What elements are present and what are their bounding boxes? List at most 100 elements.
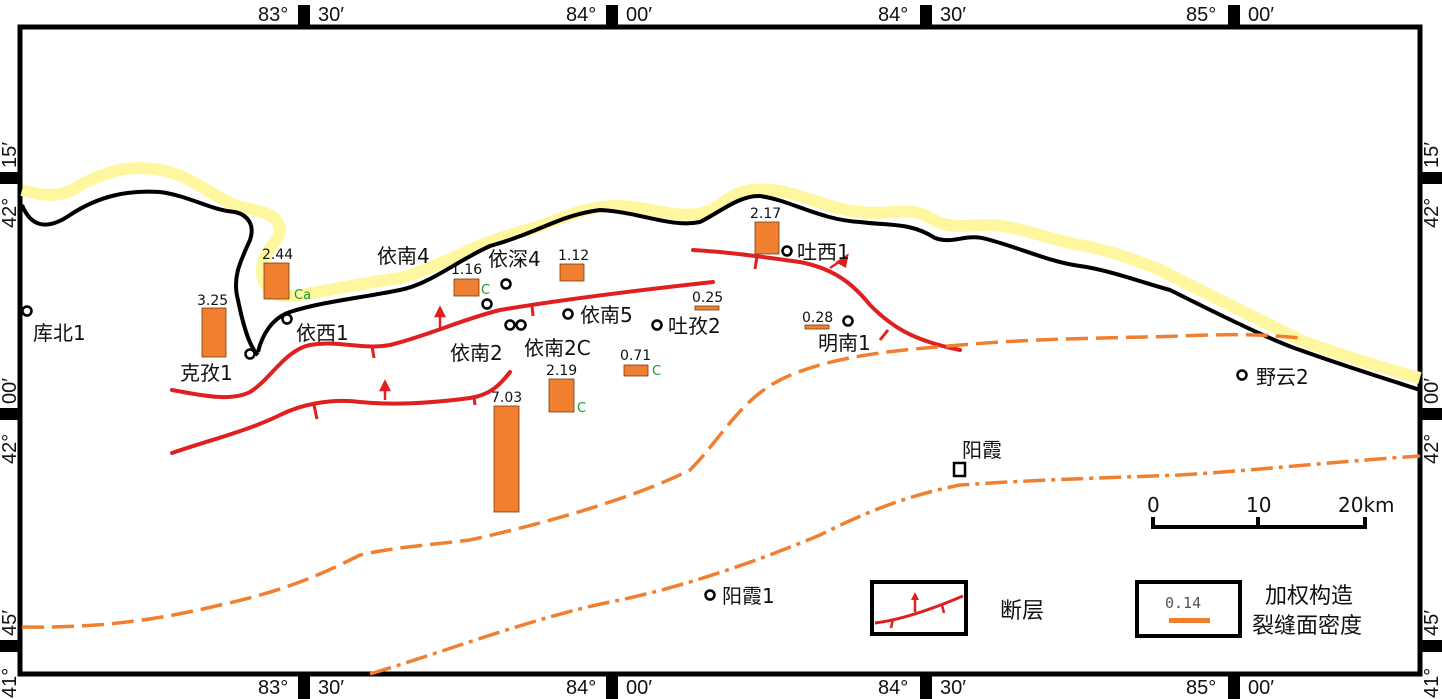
bottom-tick-min: 00′ xyxy=(626,677,652,699)
right-tick-deg: 42° xyxy=(1421,198,1442,228)
top-tick-deg: 83° xyxy=(258,4,288,26)
map-frame xyxy=(17,24,1423,677)
density-value: 2.17 xyxy=(750,206,781,222)
legend-fault-label: 断层 xyxy=(1000,599,1044,624)
density-bar-0.71 xyxy=(623,364,649,377)
right-tick-min: 45′ xyxy=(1421,610,1442,636)
bottom-ticks: 83° 30′ 84° 00′ 84° 30′ 85° 00′ xyxy=(258,674,1274,699)
left-tick-min: 15′ xyxy=(0,142,21,168)
fault-line-3 xyxy=(691,248,962,352)
mountain-front-line xyxy=(20,189,1421,392)
well-marker-yeyun2 xyxy=(1236,369,1248,381)
density-values: 3.25 2.44 Ca 1.16 C 1.12 2.17 0.25 0.28 … xyxy=(197,206,833,416)
left-tick-min: 00′ xyxy=(0,378,21,404)
density-value: 1.12 xyxy=(558,248,589,264)
well-label: 依南5 xyxy=(580,303,633,327)
lithology-code: C xyxy=(652,364,661,379)
well-label: 明南1 xyxy=(818,331,871,355)
well-marker-yinan5 xyxy=(562,308,574,320)
bottom-tick-deg: 84° xyxy=(566,677,596,699)
density-bar-0.25 xyxy=(694,305,720,311)
well-marker-tuxi1 xyxy=(781,245,793,257)
well-label: 依深4 xyxy=(488,247,541,271)
well-label: 野云2 xyxy=(1256,365,1309,389)
well-marker-yixi1 xyxy=(281,313,293,325)
left-tick-deg: 42° xyxy=(0,198,21,228)
well-labels: 库北1 克孜1 依西1 依南4 依深4 依南2 依南2C 依南5 吐孜2 吐西1… xyxy=(33,240,1309,608)
right-tick-deg: 41° xyxy=(1421,668,1442,698)
density-value: 2.44 xyxy=(262,247,293,263)
density-bars xyxy=(201,221,830,513)
left-tick-deg: 41° xyxy=(0,668,21,698)
density-bar-2.17 xyxy=(754,221,780,255)
well-marker-yishen4 xyxy=(500,278,512,290)
top-tick-deg: 85° xyxy=(1186,4,1216,26)
well-label: 库北1 xyxy=(33,321,86,345)
density-value: 3.25 xyxy=(197,293,228,309)
scale-label-20km: 20km xyxy=(1338,493,1395,517)
density-bar-1.16 xyxy=(453,278,480,297)
top-ticks: 83° 30′ 84° 00′ 84° 30′ 85° 00′ xyxy=(258,4,1274,27)
bottom-tick-min: 30′ xyxy=(318,677,344,699)
density-bar-2.44 xyxy=(263,262,290,300)
fault-arrows xyxy=(378,253,849,400)
well-marker-tuzi2 xyxy=(651,319,663,331)
density-bar-0.28 xyxy=(804,324,830,330)
fault-ticks xyxy=(312,255,890,420)
density-bar-1.12 xyxy=(559,263,585,282)
well-label: 依南2C xyxy=(524,336,591,360)
density-value: 7.03 xyxy=(491,390,522,406)
well-marker-yinan2c xyxy=(515,319,527,331)
lithology-code: C xyxy=(481,283,490,298)
well-marker-kubei1 xyxy=(21,305,33,317)
right-tick-min: 15′ xyxy=(1421,142,1442,168)
density-bar-2.19 xyxy=(548,378,575,413)
well-label: 阳霞1 xyxy=(722,584,775,608)
bottom-tick-min: 30′ xyxy=(940,677,966,699)
bottom-tick-deg: 83° xyxy=(258,677,288,699)
scale-label-0: 0 xyxy=(1147,493,1160,517)
well-label: 依南4 xyxy=(377,244,430,268)
mountain-front-band xyxy=(20,162,1422,384)
well-marker-kezi1 xyxy=(244,348,256,360)
bottom-tick-deg: 85° xyxy=(1186,677,1216,699)
left-ticks: 15′ 42° 00′ 42° 45′ 41° xyxy=(0,142,21,698)
top-tick-min: 30′ xyxy=(940,4,966,26)
lithology-code: C xyxy=(577,401,586,416)
density-value: 0.71 xyxy=(620,348,651,364)
well-label: 依南2 xyxy=(450,341,503,365)
density-bar-3.25 xyxy=(201,307,227,358)
well-label: 吐孜2 xyxy=(668,314,721,338)
well-label: 依西1 xyxy=(296,321,349,345)
bottom-tick-min: 00′ xyxy=(1248,677,1274,699)
dashed-line-2 xyxy=(369,454,1421,676)
bottom-tick-deg: 84° xyxy=(878,677,908,699)
well-label: 克孜1 xyxy=(180,361,233,385)
well-markers xyxy=(21,245,1248,601)
lithology-code: Ca xyxy=(294,288,311,303)
density-value: 0.28 xyxy=(802,310,833,326)
legend-fault: 断层 xyxy=(870,580,1044,636)
town-marker xyxy=(952,461,967,478)
density-value: 1.16 xyxy=(451,262,482,278)
dashed-boundaries xyxy=(21,332,1421,676)
right-ticks: 15′ 42° 00′ 42° 45′ 41° xyxy=(1421,142,1442,698)
well-marker-mingnan1 xyxy=(842,315,854,327)
legend-density-label-2: 裂缝面密度 xyxy=(1252,614,1362,639)
legend-density-sample-value: 0.14 xyxy=(1165,594,1201,612)
density-value: 2.19 xyxy=(546,363,577,379)
right-tick-deg: 42° xyxy=(1421,434,1442,464)
top-tick-deg: 84° xyxy=(878,4,908,26)
left-tick-min: 45′ xyxy=(0,610,21,636)
right-tick-min: 00′ xyxy=(1421,378,1442,404)
well-marker-yangxia1 xyxy=(704,589,716,601)
legend-density: 0.14 加权构造 裂缝面密度 xyxy=(1135,580,1362,639)
top-tick-min: 00′ xyxy=(626,4,652,26)
density-value: 0.25 xyxy=(692,290,723,306)
left-tick-deg: 42° xyxy=(0,434,21,464)
top-tick-deg: 84° xyxy=(566,4,596,26)
legend-density-label-1: 加权构造 xyxy=(1265,584,1353,609)
scale-label-10: 10 xyxy=(1246,493,1271,517)
fault-line-2 xyxy=(170,370,512,455)
